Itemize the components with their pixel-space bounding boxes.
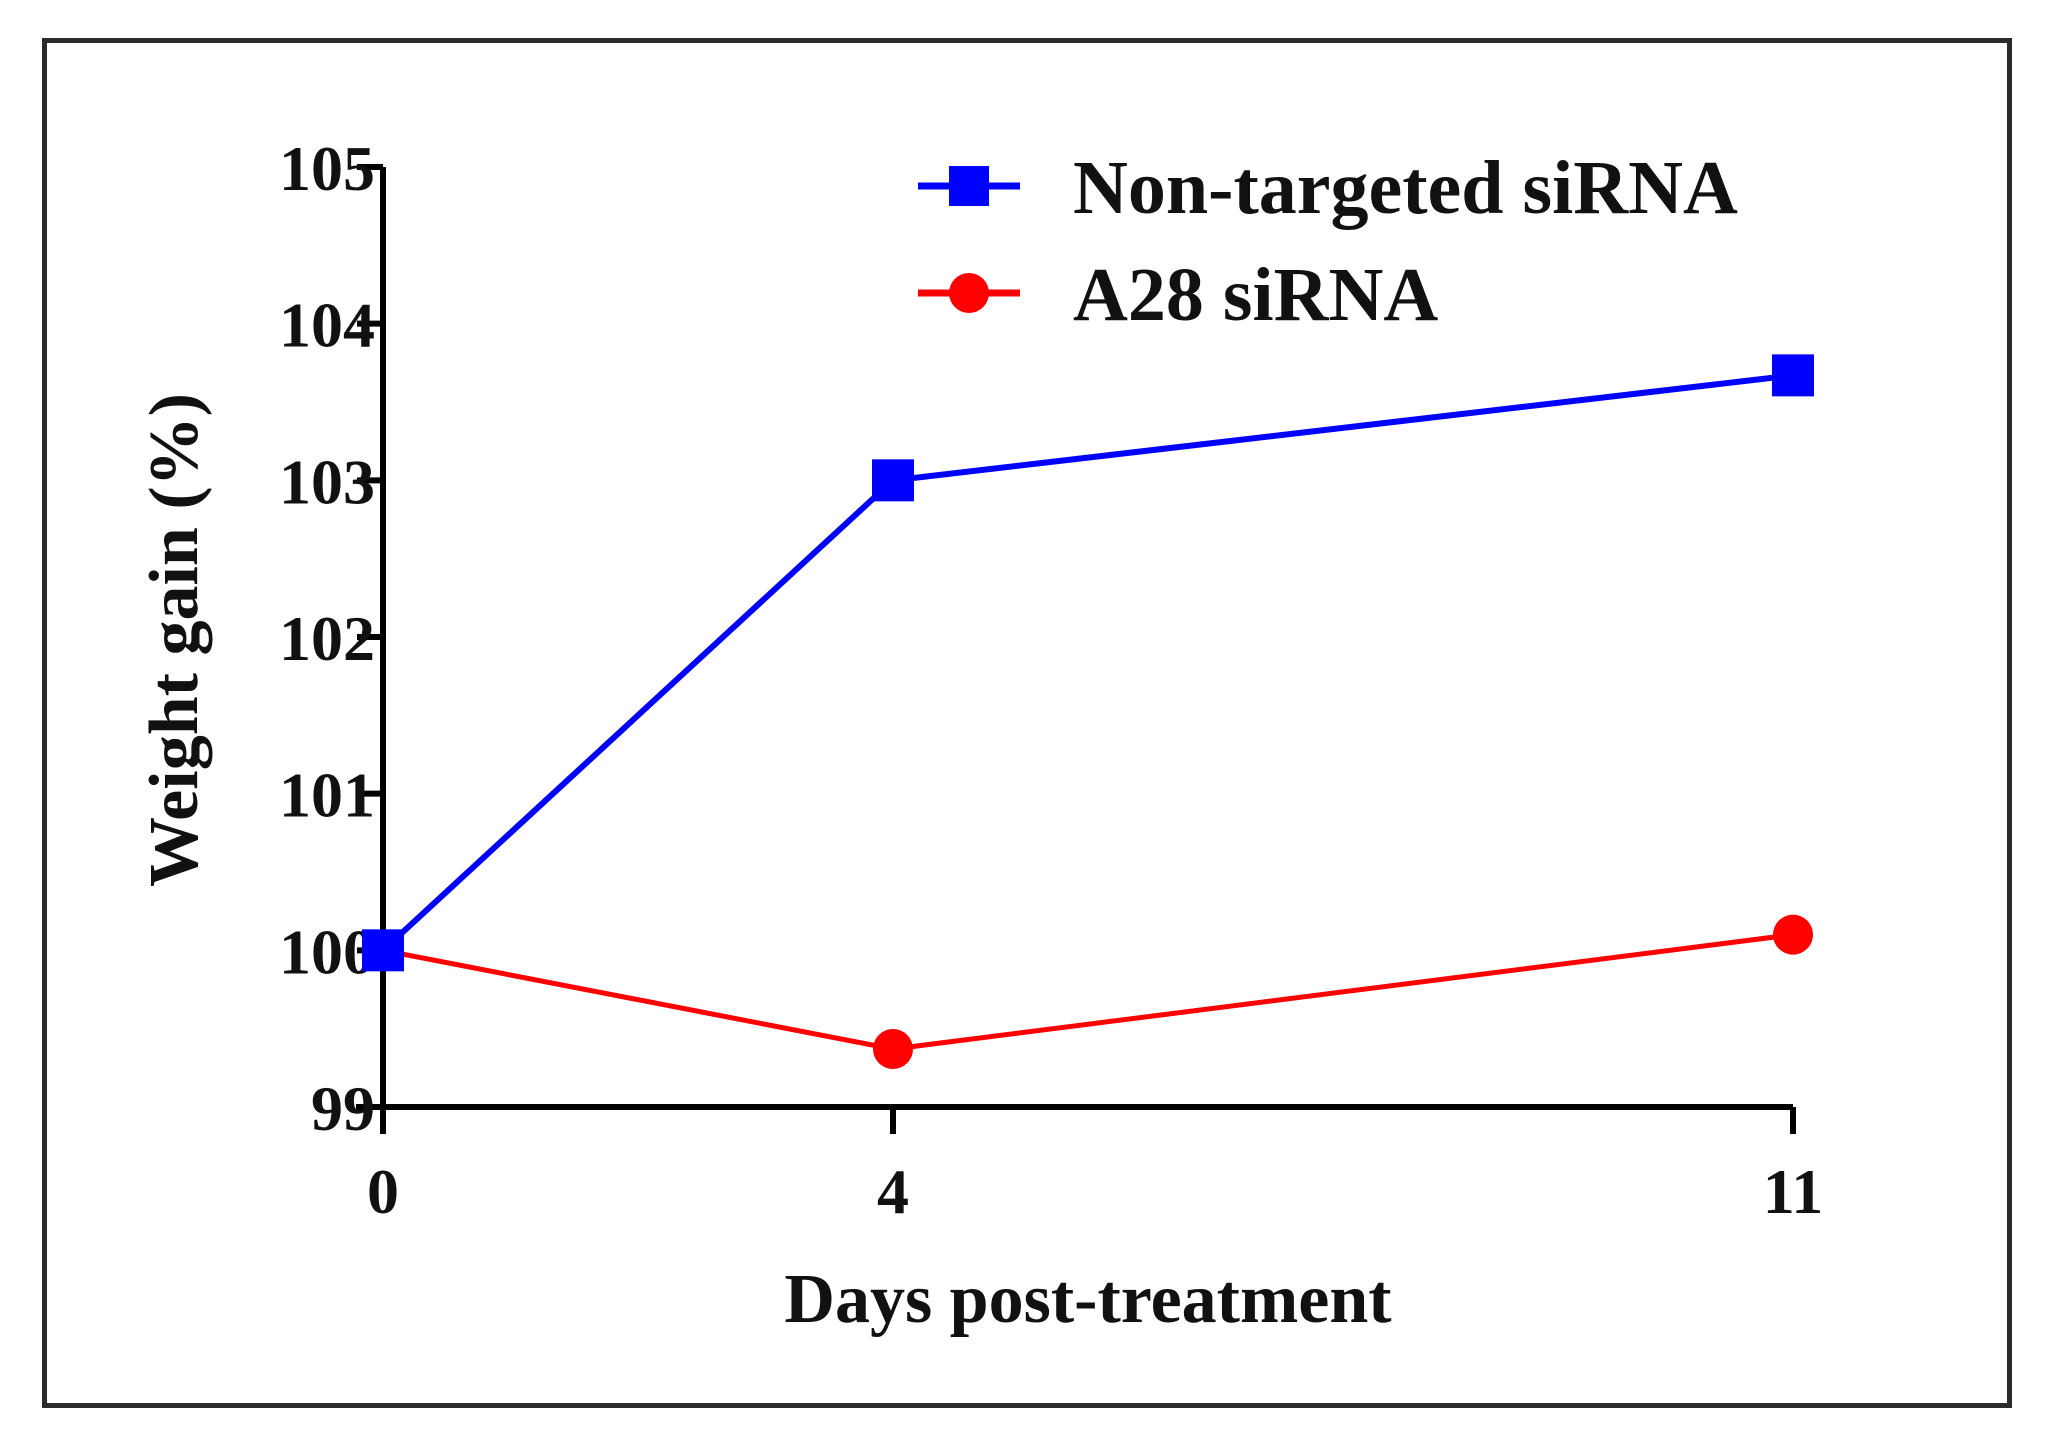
y-tick-label: 101 <box>279 760 375 831</box>
data-point-circle <box>873 1029 913 1070</box>
series-line-2 <box>382 932 1794 1052</box>
legend-marker-square <box>949 166 989 206</box>
y-tick-label: 105 <box>279 133 375 204</box>
x-tick-label: 4 <box>877 1156 909 1227</box>
data-markers <box>362 354 1814 1070</box>
data-point-square <box>362 929 404 972</box>
x-tick-label: 0 <box>367 1156 399 1227</box>
x-tick-label: 11 <box>1763 1156 1823 1227</box>
legend-marker-circle <box>949 273 989 313</box>
y-tick-label: 100 <box>279 916 375 987</box>
legend: Non-targeted siRNA A28 siRNA <box>918 146 1738 337</box>
chart-frame <box>42 38 2012 1408</box>
series-lines <box>380 372 1794 1052</box>
legend-label: A28 siRNA <box>1073 253 1438 337</box>
series-line-1 <box>380 372 1794 953</box>
axes: 99 100 101 102 103 104 105 0 4 11 <box>279 133 1823 1227</box>
y-tick-label: 104 <box>279 290 375 361</box>
y-axis-title: Weight gain (%) <box>136 393 213 887</box>
x-axis-title: Days post-treatment <box>784 1261 1391 1338</box>
y-tick-label: 103 <box>279 446 375 517</box>
y-tick-label: 99 <box>311 1073 375 1144</box>
data-point-square <box>1772 354 1814 397</box>
legend-label: Non-targeted siRNA <box>1073 146 1738 230</box>
data-point-circle <box>1773 914 1813 955</box>
y-tick-label: 102 <box>279 603 375 674</box>
data-point-square <box>872 459 914 502</box>
